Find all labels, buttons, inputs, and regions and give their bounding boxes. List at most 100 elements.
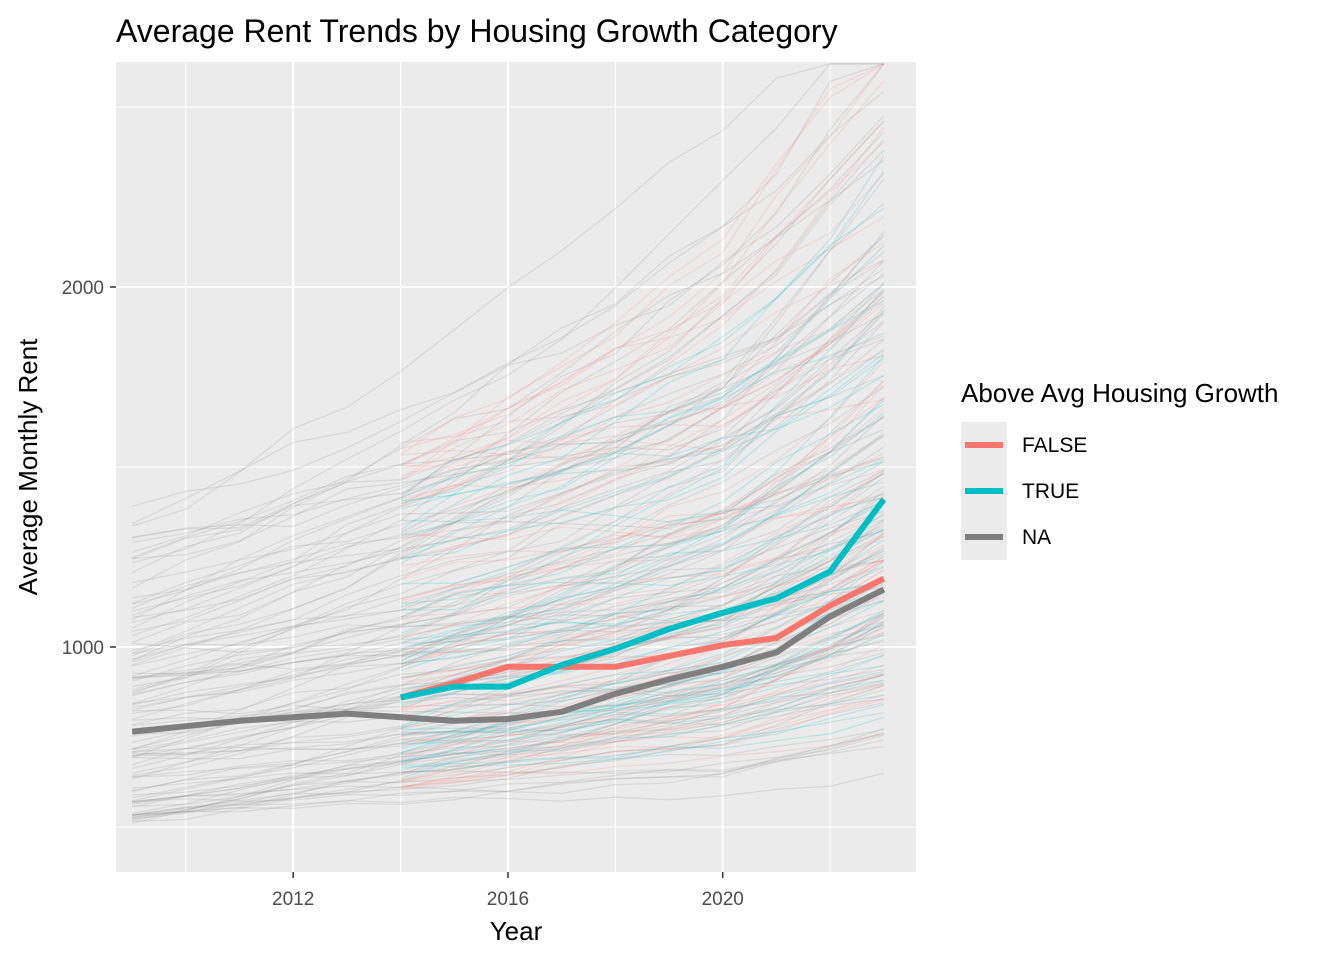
legend-title: Above Avg Housing Growth: [961, 378, 1278, 408]
series-line-false: [399, 575, 886, 701]
background-line: [131, 251, 885, 553]
background-line: [132, 583, 885, 675]
background-line: [131, 289, 885, 560]
x-tick-label: 2012: [272, 889, 314, 910]
background-line: [131, 519, 885, 780]
background-line: [400, 551, 885, 716]
background-line: [132, 727, 885, 789]
background-line: [131, 476, 885, 721]
background-line: [400, 155, 885, 531]
background-line: [132, 745, 884, 816]
background-line: [400, 615, 885, 780]
background-line: [131, 320, 885, 609]
legend-label: FALSE: [1022, 434, 1087, 457]
y-axis-title: Average Monthly Rent: [13, 338, 43, 596]
x-tick-label: 2016: [487, 889, 529, 910]
background-line: [132, 621, 885, 805]
background-line: [400, 283, 885, 507]
background-line: [400, 500, 885, 611]
background-line: [132, 592, 885, 756]
background-line: [131, 234, 885, 667]
background-line: [400, 460, 885, 662]
background-line: [400, 581, 884, 641]
background-line: [131, 236, 885, 633]
background-line: [131, 416, 885, 660]
background-line: [131, 63, 885, 589]
background-line: [400, 634, 885, 734]
background-line: [400, 679, 884, 736]
background-line: [131, 473, 885, 766]
background-line: [400, 694, 884, 763]
background-line: [400, 472, 885, 701]
background-line: [400, 578, 885, 745]
background-line: [400, 172, 885, 450]
background-line: [400, 458, 885, 523]
background-line: [400, 282, 885, 565]
background-line: [400, 498, 885, 672]
background-line: [400, 468, 885, 657]
background-line: [400, 703, 884, 768]
background-line: [132, 675, 884, 755]
background-line: [131, 560, 884, 655]
background-line: [131, 511, 884, 682]
background-line: [131, 632, 884, 792]
background-line: [400, 398, 884, 468]
background-line: [131, 530, 884, 697]
background-line: [131, 446, 885, 709]
background-line: [400, 519, 884, 618]
x-axis-title: Year: [490, 916, 543, 946]
background-line: [400, 627, 885, 784]
background-line: [400, 631, 885, 789]
background-line: [131, 159, 885, 574]
background-line: [131, 434, 885, 751]
background-line: [400, 681, 884, 787]
background-line: [400, 528, 885, 727]
background-line: [132, 734, 884, 815]
background-line: [400, 380, 885, 644]
background-line: [131, 397, 885, 691]
background-line: [400, 509, 885, 681]
background-line: [400, 664, 885, 758]
chart-title: Average Rent Trends by Housing Growth Ca…: [116, 13, 838, 49]
x-tick-label: 2020: [702, 889, 744, 910]
background-line: [131, 623, 885, 814]
background-line: [400, 526, 885, 605]
background-line: [400, 469, 884, 567]
series-line-true: [400, 497, 887, 701]
background-line: [132, 555, 885, 727]
background-line: [131, 267, 885, 539]
background-line: [132, 701, 884, 822]
background-line: [400, 259, 885, 443]
background-line: [131, 624, 884, 774]
background-line: [131, 91, 885, 507]
background-line: [131, 63, 885, 621]
background-line: [131, 115, 885, 525]
background-line: [400, 610, 884, 730]
background-line: [400, 396, 885, 668]
background-line: [131, 178, 885, 657]
background-line: [400, 545, 885, 736]
background-line: [400, 534, 885, 749]
background-line: [132, 586, 884, 653]
background-line: [400, 609, 885, 765]
background-line: [131, 131, 885, 605]
background-line: [132, 533, 885, 757]
background-line: [400, 559, 884, 650]
legend-label: NA: [1022, 526, 1051, 549]
background-line: [131, 514, 885, 711]
background-line: [400, 384, 885, 658]
background-line: [132, 616, 885, 820]
background-line: [400, 120, 885, 482]
background-line: [400, 576, 885, 763]
background-line: [400, 348, 885, 560]
background-line: [132, 684, 884, 760]
background-line: [400, 481, 884, 585]
background-line: [131, 260, 885, 559]
background-line: [132, 698, 884, 778]
background-line: [131, 283, 885, 651]
background-line: [131, 435, 885, 759]
background-line: [400, 697, 884, 744]
background-line: [131, 550, 885, 754]
background-line: [132, 416, 885, 679]
background-line: [132, 733, 884, 819]
